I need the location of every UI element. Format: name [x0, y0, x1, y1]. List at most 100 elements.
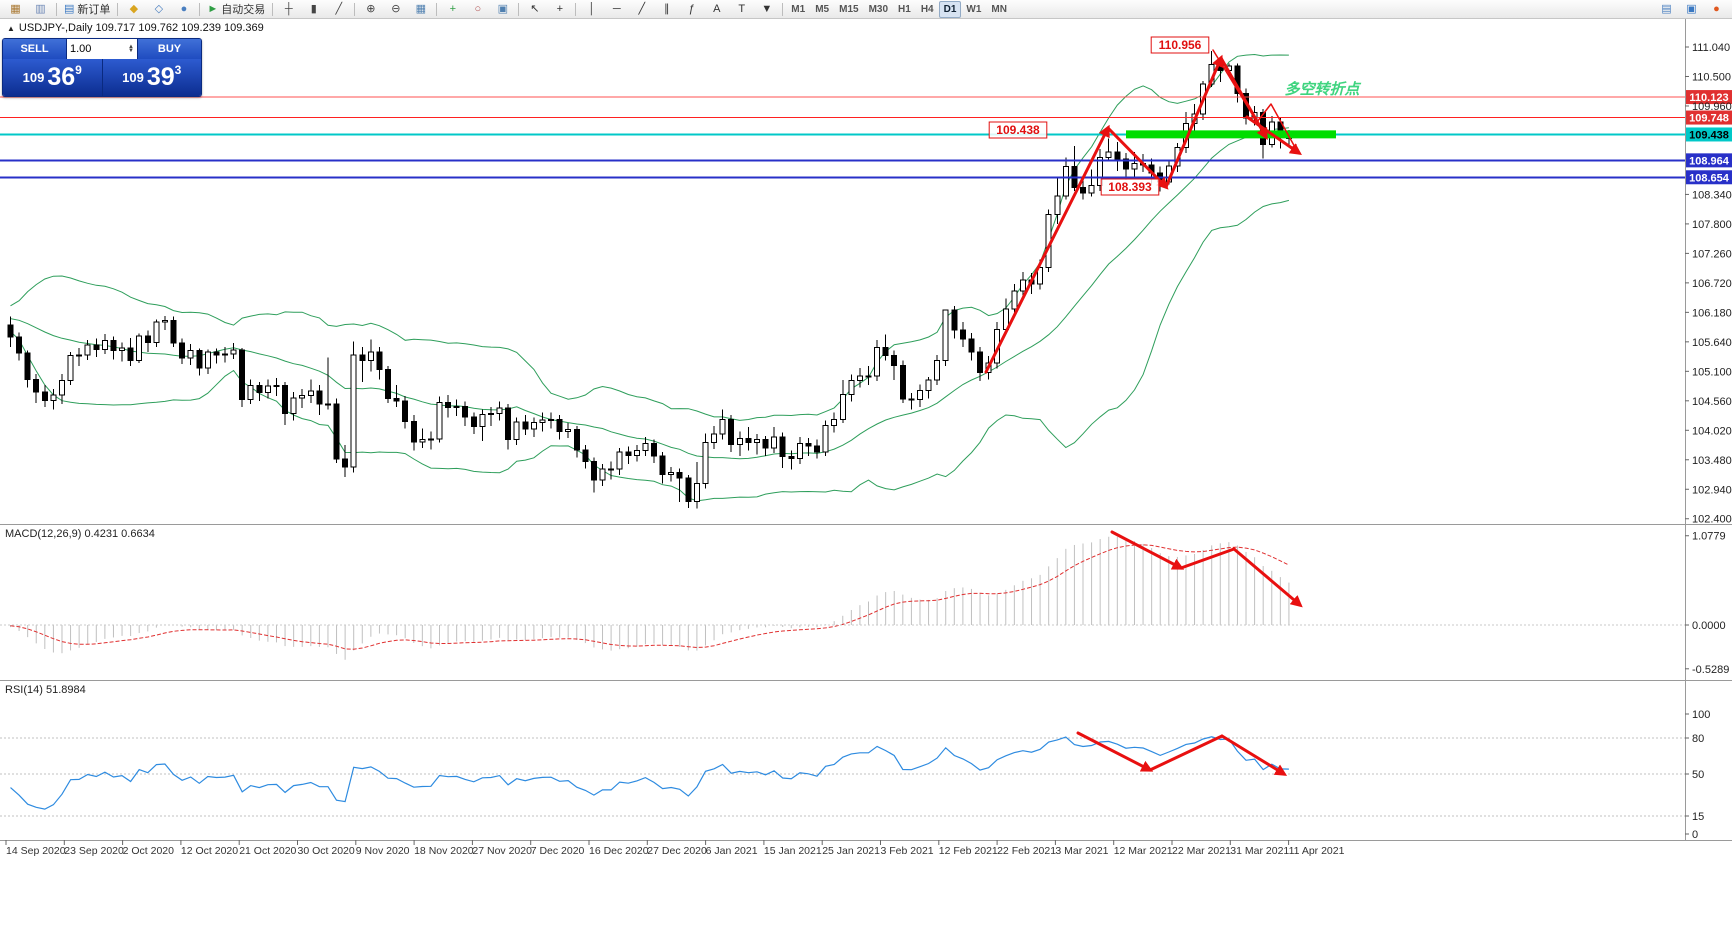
arrows-tool-button[interactable]: ▼ — [754, 0, 779, 18]
horizontal-line-icon: ─ — [612, 2, 621, 15]
line-chart-icon: ╱ — [335, 2, 343, 15]
market-watch-button[interactable]: ◆ — [121, 0, 146, 18]
equidistant-channel-icon: ∥ — [664, 2, 670, 15]
svg-text:109.438: 109.438 — [996, 123, 1040, 137]
buy-button[interactable]: BUY — [138, 39, 201, 59]
sell-button[interactable]: SELL — [3, 39, 66, 59]
zoom-in-button[interactable]: ⊕ — [358, 0, 383, 18]
svg-text:6 Jan 2021: 6 Jan 2021 — [706, 845, 758, 857]
cursor-button[interactable]: ↖ — [522, 0, 547, 18]
svg-text:21 Oct 2020: 21 Oct 2020 — [239, 845, 296, 857]
crosshair-icon: + — [556, 2, 564, 15]
macd-scale: 1.0779 0.0000 -0.5289 — [1685, 531, 1729, 676]
depth-of-market-icon: ▤ — [1661, 2, 1672, 15]
svg-text:12 Feb 2021: 12 Feb 2021 — [939, 845, 998, 857]
periods-button[interactable]: ○ — [465, 0, 490, 18]
svg-text:104.560: 104.560 — [1692, 396, 1732, 408]
profiles-button[interactable]: ▥ — [28, 0, 53, 18]
equidistant-channel-button[interactable]: ∥ — [654, 0, 679, 18]
svg-text:27 Dec 2020: 27 Dec 2020 — [647, 845, 707, 857]
volume-input[interactable]: 1.00 ▲ ▼ — [66, 39, 138, 59]
symbol-direction-icon: ▲ — [7, 23, 15, 33]
price-scale[interactable]: 110.123 109.748 109.438 108.964 108.654 111.0… — [1685, 42, 1732, 526]
line-chart-button[interactable]: ╱ — [326, 0, 351, 18]
timeframe-H4[interactable]: H4 — [920, 3, 934, 15]
sell-price-button[interactable]: 109 36 9 — [3, 59, 102, 96]
macd-panel-header: MACD(12,26,9) 0.4231 0.6634 — [5, 528, 155, 540]
toolbar-separator — [56, 2, 57, 16]
crosshair-button[interactable]: + — [547, 0, 572, 18]
ask-handle: 109 — [122, 70, 144, 85]
candles-chart-button[interactable]: ▮ — [301, 0, 326, 18]
navigator-button[interactable]: ● — [171, 0, 196, 18]
horizontal-line-button[interactable]: ─ — [604, 0, 629, 18]
cursor-icon: ↖ — [530, 2, 540, 15]
svg-text:100: 100 — [1692, 709, 1710, 721]
svg-text:7 Dec 2020: 7 Dec 2020 — [531, 845, 585, 857]
data-window-button[interactable]: ◇ — [146, 0, 171, 18]
vertical-line-button[interactable]: │ — [579, 0, 604, 18]
indicators-button[interactable]: + — [440, 0, 465, 18]
svg-text:18 Nov 2020: 18 Nov 2020 — [414, 845, 474, 857]
new-order-label: 新订单 — [77, 4, 111, 16]
svg-text:9 Nov 2020: 9 Nov 2020 — [356, 845, 410, 857]
panel-separators — [0, 18, 1732, 841]
timeframe-MN[interactable]: MN — [991, 3, 1007, 15]
bars-chart-button[interactable]: ┼ — [276, 0, 301, 18]
svg-text:50: 50 — [1692, 769, 1704, 781]
buy-price-button[interactable]: 109 39 3 — [103, 59, 202, 96]
svg-text:12 Oct 2020: 12 Oct 2020 — [181, 845, 238, 857]
svg-text:111.040: 111.040 — [1692, 42, 1730, 54]
volume-decrease[interactable]: ▼ — [128, 48, 134, 54]
autotrading-button[interactable]: ► 自动交易 — [203, 0, 269, 18]
support-zone-bar[interactable] — [1126, 130, 1336, 139]
timeframe-W1[interactable]: W1 — [966, 3, 982, 15]
horizontal-price-lines[interactable] — [0, 96, 1685, 179]
rsi-indicator — [0, 736, 1685, 817]
symbol-ohlc-text: USDJPY-,Daily 109.717 109.762 109.239 10… — [18, 22, 264, 34]
timeframe-M5[interactable]: M5 — [815, 3, 830, 15]
annotation-labels[interactable]: 110.956 109.438 108.393 多空转折点 — [988, 36, 1361, 196]
svg-text:25 Jan 2021: 25 Jan 2021 — [822, 845, 880, 857]
toolbar-separator — [782, 2, 784, 16]
text-label-button[interactable]: T — [729, 0, 754, 18]
one-click-trading-widget[interactable]: SELL 1.00 ▲ ▼ BUY 109 36 9 109 39 3 — [2, 38, 202, 97]
svg-text:27 Nov 2020: 27 Nov 2020 — [472, 845, 532, 857]
data-window-icon: ◇ — [154, 2, 164, 15]
templates-button[interactable]: ▣ — [490, 0, 515, 18]
volume-increase[interactable]: ▲ — [128, 44, 134, 50]
connection-status-icon: ● — [1713, 2, 1720, 15]
svg-text:3 Mar 2021: 3 Mar 2021 — [1055, 845, 1108, 857]
annotation-arrows[interactable] — [984, 49, 1303, 776]
tile-windows-button[interactable]: ▦ — [408, 0, 433, 18]
toolbar-separator — [518, 2, 520, 16]
tile-windows-icon: ▦ — [415, 2, 426, 15]
vertical-line-icon: │ — [588, 2, 596, 15]
svg-text:-0.5289: -0.5289 — [1692, 664, 1729, 676]
new-chart-button[interactable]: ▦ — [3, 0, 28, 18]
alerts-status-button[interactable]: ▣ — [1679, 0, 1704, 18]
svg-text:104.020: 104.020 — [1692, 425, 1732, 437]
candles-chart-icon: ▮ — [310, 2, 317, 15]
svg-text:2 Oct 2020: 2 Oct 2020 — [123, 845, 175, 857]
svg-text:106.720: 106.720 — [1692, 278, 1732, 290]
svg-text:31 Mar 2021: 31 Mar 2021 — [1230, 845, 1289, 857]
symbol-info: ▲ USDJPY-,Daily 109.717 109.762 109.239 … — [7, 22, 264, 34]
svg-text:0: 0 — [1692, 829, 1698, 841]
trendline-button[interactable]: ╱ — [629, 0, 654, 18]
fibonacci-button[interactable]: ƒ — [679, 0, 704, 18]
text-button[interactable]: A — [704, 0, 729, 18]
svg-text:108.654: 108.654 — [1689, 172, 1730, 184]
timeframe-M30[interactable]: M30 — [868, 3, 889, 15]
timeframe-M1[interactable]: M1 — [791, 3, 806, 15]
connection-status-button[interactable]: ● — [1704, 0, 1729, 18]
zoom-out-button[interactable]: ⊖ — [383, 0, 408, 18]
depth-of-market-button[interactable]: ▤ — [1654, 0, 1679, 18]
timeframe-H1[interactable]: H1 — [898, 3, 911, 15]
timeframe-D1[interactable]: D1 — [938, 0, 962, 18]
toolbar-separator — [117, 2, 119, 16]
timeframe-M15[interactable]: M15 — [839, 3, 859, 15]
new-order-button[interactable]: ▤ 新订单 — [60, 0, 114, 18]
